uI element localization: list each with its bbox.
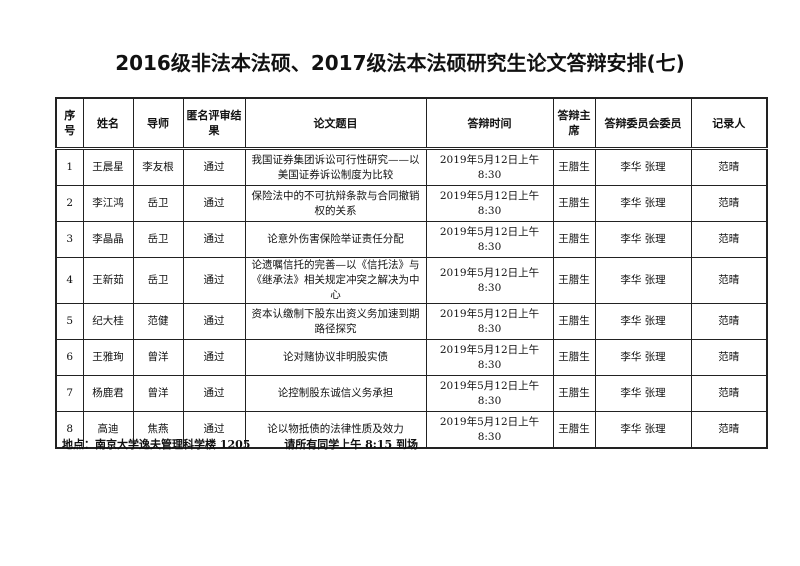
table-cell: 李华 张理 (594, 185, 692, 222)
column-header: 导师 (132, 97, 184, 150)
table-cell: 通过 (182, 257, 246, 304)
table-cell: 岳卫 (132, 221, 184, 258)
column-header: 序号 (55, 97, 84, 150)
table-cell: 曾洋 (132, 375, 184, 412)
table-cell: 通过 (182, 221, 246, 258)
table-cell: 范晴 (690, 148, 768, 186)
table-cell: 通过 (182, 148, 246, 186)
table-cell: 李友根 (132, 148, 184, 186)
table-cell: 纪大桂 (82, 303, 134, 340)
column-header: 答辩时间 (425, 97, 554, 150)
schedule-table: 序号 姓名 导师 匿名评审结果 论文题目 答辩时间 答辩主席 答辩委员会委员 记录人 1 王晨星李… (55, 97, 768, 449)
table-cell: 2019年5月12日上午8:30 (425, 257, 554, 304)
table-cell: 范晴 (690, 257, 768, 304)
table-cell: 王腊生 (552, 375, 596, 412)
table-row: 8 高迪 焦燕 通过 论以物抵债的法律性质及效力 2019年5月12日上午8:30 王腊生李… (55, 411, 768, 449)
table-cell: 李华 张理 (594, 303, 692, 340)
table-row: 6 王雅珣 曾洋 通过 论对赌协议非明股实债 2019年5月12日上午8:30 王腊生 李华 … (55, 339, 768, 376)
table-cell: 范晴 (690, 375, 768, 412)
table-cell: 8 (55, 411, 84, 449)
table-cell: 3 (55, 221, 84, 258)
table-cell: 论对赌协议非明股实债 (244, 339, 427, 376)
table-cell: 李华 张理 (594, 375, 692, 412)
table-cell: 范晴 (690, 339, 768, 376)
table-cell: 5 (55, 303, 84, 340)
column-header: 论文题目 (244, 97, 427, 150)
table-cell: 2019年5月12日上午8:30 (425, 375, 554, 412)
column-header: 记录人 (690, 97, 768, 150)
table-cell: 6 (55, 339, 84, 376)
table-cell: 王腊生 (552, 303, 596, 340)
table-cell: 李晶晶 (82, 221, 134, 258)
table-cell: 李华 张理 (594, 339, 692, 376)
table-cell: 王腊生 (552, 339, 596, 376)
table-cell: 王腊生 (552, 411, 596, 449)
table-cell: 4 (55, 257, 84, 304)
table-cell: 杨鹿君 (82, 375, 134, 412)
table-cell: 王晨星 (82, 148, 134, 186)
header-row: 序号 姓名 导师 匿名评审结果 论文题目 答辩时间 答辩主席 答辩委员会委员 记录人 (55, 97, 768, 150)
notice-text: 请所有同学上午 8:15 到场 (284, 438, 418, 451)
table-cell: 论意外伤害保险举证责任分配 (244, 221, 427, 258)
table-row: 1 王晨星 李友根 通过 我国证券集团诉讼可行性研究——以美国证券诉讼制度为比较 2019… (55, 148, 768, 186)
table-cell: 我国证券集团诉讼可行性研究——以美国证券诉讼制度为比较 (244, 148, 427, 186)
table-cell: 岳卫 (132, 185, 184, 222)
table-cell: 王腊生 (552, 148, 596, 186)
table-cell: 保险法中的不可抗辩条款与合同撤销权的关系 (244, 185, 427, 222)
footer-note: 地点：南京大学逸夫管理科学楼 1205 请所有同学上午 8:15 到场 (62, 436, 448, 452)
table-row: 7 杨鹿君 曾洋 通过 论控制股东诚信义务承担 2019年5月12日上午8:30 王腊生 李华… (55, 375, 768, 412)
table-cell: 李江鸿 (82, 185, 134, 222)
table-cell: 范晴 (690, 185, 768, 222)
table-cell: 2019年5月12日上午8:30 (425, 339, 554, 376)
table-cell: 2019年5月12日上午8:30 (425, 148, 554, 186)
table-cell: 2019年5月12日上午8:30 (425, 221, 554, 258)
table-cell: 通过 (182, 185, 246, 222)
table-cell: 范晴 (690, 221, 768, 258)
column-header: 匿名评审结果 (182, 97, 246, 150)
table-row: 4 王新茹 岳卫 通过 论遗嘱信托的完善—以《信托法》与《继承法》相关规定冲突之解决为中… (55, 257, 768, 304)
table-cell: 李华 张理 (594, 148, 692, 186)
table-cell: 通过 (182, 375, 246, 412)
table-cell: 王腊生 (552, 221, 596, 258)
table-cell: 2019年5月12日上午8:30 (425, 303, 554, 340)
table-cell: 李华 张理 (594, 411, 692, 449)
table-cell: 范健 (132, 303, 184, 340)
page-title: 2016级非法本法硕、2017级法本法硕研究生论文答辩安排(七) (115, 51, 685, 75)
table-cell: 论以物抵债的法律性质及效力 (244, 411, 427, 449)
table-cell: 7 (55, 375, 84, 412)
table-cell: 资本认缴制下股东出资义务加速到期路径探究 (244, 303, 427, 340)
table-cell: 1 (55, 148, 84, 186)
table-cell: 李华 张理 (594, 257, 692, 304)
table-cell: 2 (55, 185, 84, 222)
column-header: 姓名 (82, 97, 134, 150)
table-cell: 通过 (182, 411, 246, 449)
table-cell: 王雅珣 (82, 339, 134, 376)
table-cell: 王腊生 (552, 185, 596, 222)
column-header: 答辩主席 (552, 97, 596, 150)
table-cell: 李华 张理 (594, 221, 692, 258)
table-cell: 岳卫 (132, 257, 184, 304)
table-cell: 王新茹 (82, 257, 134, 304)
table-row: 3 李晶晶 岳卫 通过 论意外伤害保险举证责任分配 2019年5月12日上午8:30 王腊生… (55, 221, 768, 258)
table-row: 2 李江鸿 岳卫 通过 保险法中的不可抗辩条款与合同撤销权的关系 2019年5月12日上午… (55, 185, 768, 222)
table-cell: 论遗嘱信托的完善—以《信托法》与《继承法》相关规定冲突之解决为中心 (244, 257, 427, 304)
table-cell: 范晴 (690, 411, 768, 449)
table-cell: 2019年5月12日上午8:30 (425, 411, 554, 449)
table-row: 5 纪大桂 范健 通过 资本认缴制下股东出资义务加速到期路径探究 2019年5月12日上午… (55, 303, 768, 340)
table-cell: 通过 (182, 303, 246, 340)
table-cell: 论控制股东诚信义务承担 (244, 375, 427, 412)
table-cell: 范晴 (690, 303, 768, 340)
column-header: 答辩委员会委员 (594, 97, 692, 150)
table-cell: 2019年5月12日上午8:30 (425, 185, 554, 222)
table-cell: 曾洋 (132, 339, 184, 376)
table-cell: 通过 (182, 339, 246, 376)
table-cell: 王腊生 (552, 257, 596, 304)
location-text: 地点：南京大学逸夫管理科学楼 1205 (62, 438, 251, 451)
